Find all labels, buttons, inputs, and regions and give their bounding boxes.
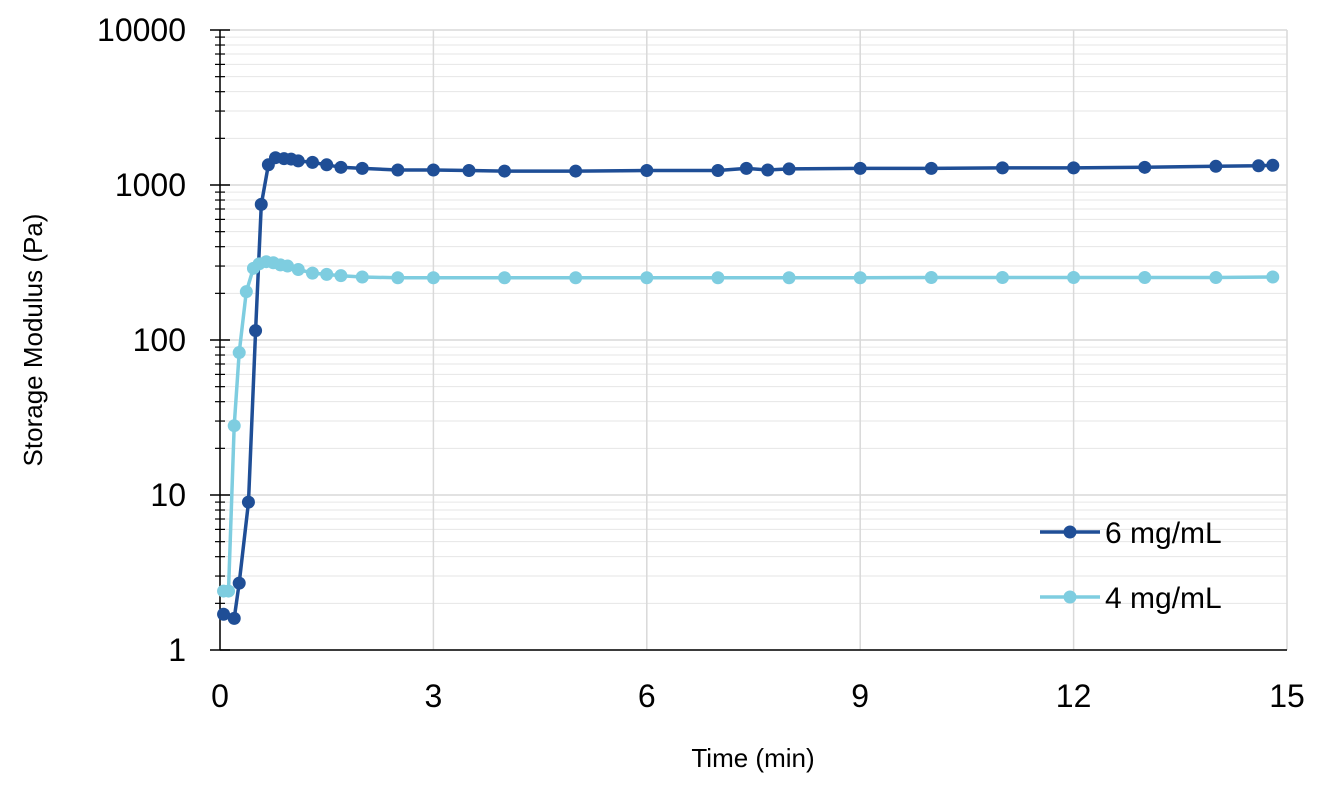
data-point <box>711 271 725 285</box>
data-point <box>1138 160 1152 174</box>
data-point <box>320 267 334 281</box>
data-point <box>320 158 334 172</box>
data-point <box>249 324 263 338</box>
series-2 <box>217 255 1280 598</box>
x-tick-label: 6 <box>638 678 656 714</box>
y-tick-label: 100 <box>133 322 186 358</box>
data-point <box>355 270 369 284</box>
data-point <box>1067 271 1081 285</box>
data-point <box>569 271 583 285</box>
data-point <box>739 161 753 175</box>
data-point <box>239 285 253 299</box>
data-point <box>761 163 775 177</box>
axes: 1 10 100 1000 10000 0 3 6 9 12 15 <box>97 12 1305 714</box>
legend-label: 4 mg/mL <box>1105 582 1222 615</box>
series <box>217 151 1280 625</box>
data-point <box>498 271 512 285</box>
y-tick-label: 10000 <box>97 12 186 48</box>
data-point <box>569 164 583 178</box>
data-point <box>782 162 796 176</box>
grid <box>219 29 1288 651</box>
legend: 6 mg/mL 4 mg/mL <box>1040 517 1222 615</box>
data-point <box>1209 159 1223 173</box>
data-point <box>1266 270 1280 284</box>
x-tick-label: 12 <box>1056 678 1092 714</box>
data-point <box>391 163 405 177</box>
x-tick-label: 0 <box>211 678 229 714</box>
data-point <box>924 271 938 285</box>
x-tick-label: 15 <box>1269 678 1305 714</box>
data-point <box>426 163 440 177</box>
data-point <box>232 346 246 360</box>
x-tick-label: 3 <box>425 678 443 714</box>
data-point <box>334 269 348 283</box>
legend-label: 6 mg/mL <box>1105 517 1222 550</box>
legend-item-2: 4 mg/mL <box>1040 582 1222 615</box>
series-1 <box>217 151 1280 625</box>
data-point <box>291 154 305 168</box>
data-point <box>305 155 319 169</box>
data-point <box>281 259 295 273</box>
data-point <box>640 271 654 285</box>
y-tick-label: 1000 <box>115 167 186 203</box>
legend-marker <box>1063 590 1077 604</box>
data-point <box>782 271 796 285</box>
data-point <box>232 576 246 590</box>
data-point <box>640 164 654 178</box>
data-point <box>1266 158 1280 172</box>
legend-marker <box>1063 525 1077 539</box>
data-point <box>241 495 255 509</box>
data-point <box>924 161 938 175</box>
y-tick-label: 1 <box>168 632 186 668</box>
data-point <box>334 160 348 174</box>
legend-item-1: 6 mg/mL <box>1040 517 1222 550</box>
data-point <box>227 611 241 625</box>
data-point <box>462 164 476 178</box>
data-point <box>355 161 369 175</box>
data-point <box>305 266 319 280</box>
data-point <box>498 164 512 178</box>
data-point <box>711 164 725 178</box>
data-point <box>1252 159 1266 173</box>
data-point <box>1209 271 1223 285</box>
data-point <box>291 262 305 276</box>
data-point <box>391 271 405 285</box>
x-axis-title: Time (min) <box>691 743 814 773</box>
data-point <box>222 584 236 598</box>
data-point <box>853 271 867 285</box>
data-point <box>1138 271 1152 285</box>
data-point <box>853 161 867 175</box>
x-tick-label: 9 <box>851 678 869 714</box>
y-tick-label: 10 <box>150 477 186 513</box>
data-point <box>217 607 231 621</box>
data-point <box>1067 161 1081 175</box>
data-point <box>227 419 241 433</box>
data-point <box>995 161 1009 175</box>
data-point <box>995 271 1009 285</box>
y-axis-title: Storage Modulus (Pa) <box>18 214 48 467</box>
data-point <box>254 197 268 211</box>
data-point <box>426 271 440 285</box>
